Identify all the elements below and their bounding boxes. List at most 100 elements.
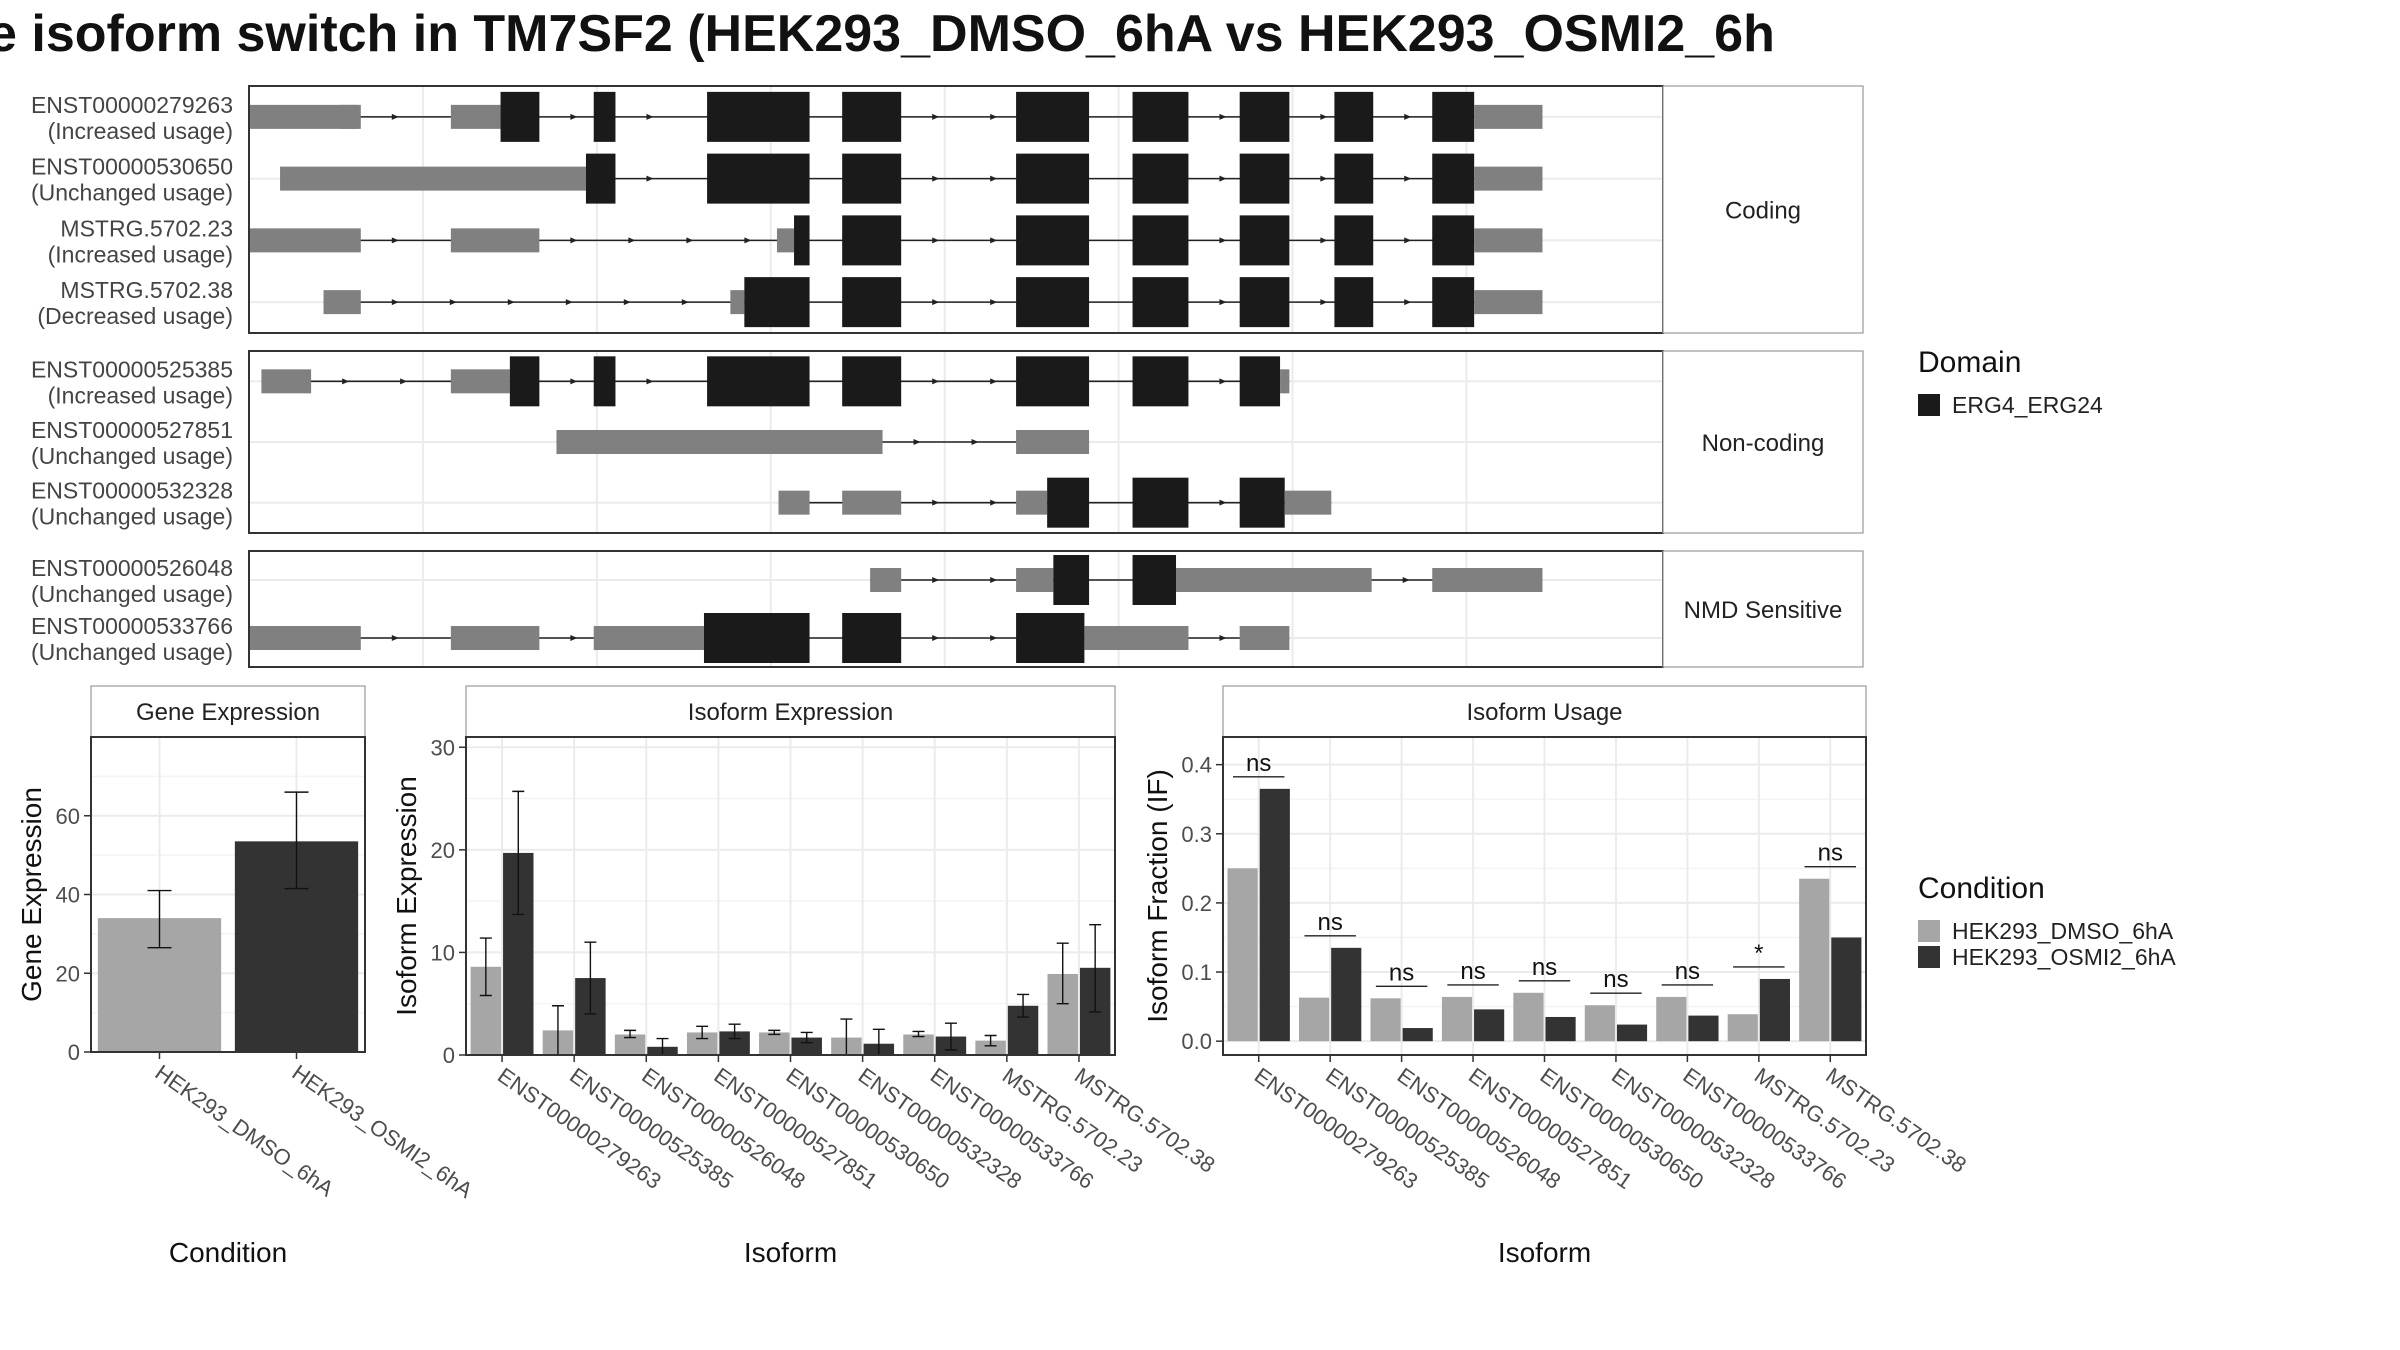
facet-strip-label: Non-coding xyxy=(1702,430,1825,457)
domain-exon xyxy=(1432,215,1475,266)
transcript-enst00000533766: ENST00000533766(Unchanged usage) xyxy=(31,613,1663,665)
transcript-name-label: MSTRG.5702.38 xyxy=(60,277,233,303)
domain-exon xyxy=(1432,91,1475,142)
utr-exon xyxy=(776,228,795,253)
bar-hek293-osmi2-6ha-enst00000525385 xyxy=(1331,947,1362,1042)
bar-hek293-dmso-6ha-enst00000526048 xyxy=(614,1034,646,1055)
transcript-name-label: ENST00000525385 xyxy=(31,356,233,382)
intron-direction-arrow xyxy=(1320,299,1328,306)
intron-direction-arrow xyxy=(744,237,752,244)
intron-direction-arrow xyxy=(1219,237,1227,244)
facet-strip xyxy=(1662,550,1864,668)
gridlines xyxy=(1223,737,1866,1055)
y-axis: 0 10 20 30 xyxy=(431,735,466,1068)
bar-hek293-dmso-6ha-enst00000279263 xyxy=(1227,868,1258,1042)
bar-hek293-osmi2-6ha-enst00000530650 xyxy=(791,1037,822,1055)
transcript-name-label: MSTRG.5702.23 xyxy=(60,215,233,241)
intron-direction-arrow xyxy=(990,577,998,583)
transcript-usage-label: (Increased usage) xyxy=(48,382,233,408)
significance-label: ns xyxy=(1246,750,1271,777)
utr-exon xyxy=(1280,369,1290,394)
utr-exon xyxy=(778,490,810,515)
intron-direction-arrow xyxy=(570,113,578,120)
bar-hek293-dmso-6ha-enst00000525385 xyxy=(1299,997,1330,1042)
facet-strip xyxy=(1662,85,1864,334)
domain-exon xyxy=(1239,356,1281,407)
transcript-usage-label: (Increased usage) xyxy=(48,118,233,144)
facet-strip-label: NMD Sensitive xyxy=(1684,597,1843,624)
error-bar xyxy=(479,937,492,997)
intron-direction-arrow xyxy=(932,499,940,506)
transcript-group-non-coding: ENST00000525385(Increased usage)ENST0000… xyxy=(31,350,1864,534)
bar-hek293-osmi2-6ha-mstrg-5702-38 xyxy=(1831,937,1862,1042)
utr-exon xyxy=(1084,626,1189,650)
utr-exon xyxy=(323,290,361,315)
domain-exon xyxy=(1239,91,1290,142)
transcript-mstrg-5702-38: MSTRG.5702.38(Decreased usage) xyxy=(37,277,1663,329)
intron-direction-arrow xyxy=(623,299,631,306)
error-bar xyxy=(584,941,597,1015)
condition-legend: Condition HEK293_DMSO_6hA HEK293_OSMI2_6… xyxy=(1918,872,2176,970)
domain-exon xyxy=(1239,477,1285,528)
domain-exon xyxy=(1132,477,1189,528)
utr-exon xyxy=(261,369,312,394)
utr-exon xyxy=(842,490,902,515)
utr-exon xyxy=(249,626,361,650)
transcript-usage-label: (Unchanged usage) xyxy=(31,581,233,607)
intron-direction-arrow xyxy=(990,175,998,182)
intron-direction-arrow xyxy=(342,378,350,385)
panel-title: Isoform Usage xyxy=(1466,699,1622,726)
facet-strip xyxy=(1662,350,1864,534)
y-tick-label: 0.2 xyxy=(1181,891,1212,916)
transcript-group-coding: ENST00000279263(Increased usage)ENST0000… xyxy=(31,85,1864,334)
bar-hek293-osmi2-6ha-enst00000530650 xyxy=(1545,1016,1576,1042)
transcript-name-label: ENST00000527851 xyxy=(31,417,233,443)
intron-direction-arrow xyxy=(1320,175,1328,182)
bars xyxy=(97,791,359,1052)
intron-direction-arrow xyxy=(570,378,578,385)
y-tick-label: 0.1 xyxy=(1181,960,1212,985)
intron-direction-arrow xyxy=(646,175,654,182)
domain-exon xyxy=(1047,477,1090,528)
intron-direction-arrow xyxy=(932,378,940,385)
intron-direction-arrow xyxy=(570,237,578,244)
intron-direction-arrow xyxy=(1219,635,1227,641)
significance-label: ns xyxy=(1603,966,1628,993)
y-tick-label: 40 xyxy=(56,883,80,908)
domain-exon xyxy=(585,153,616,204)
x-axis-title: Isoform xyxy=(744,1237,837,1268)
condition-legend-key-dmso xyxy=(1918,920,1940,942)
facet-strip-label: Coding xyxy=(1725,198,1801,225)
significance-label: ns xyxy=(1317,909,1342,936)
intron-direction-arrow xyxy=(570,635,578,641)
domain-exon xyxy=(1432,277,1475,328)
utr-exon xyxy=(339,104,361,129)
domain-exon xyxy=(593,356,616,407)
bar-hek293-osmi2-6ha-mstrg-5702-23 xyxy=(1759,978,1790,1042)
intron-direction-arrow xyxy=(391,299,399,306)
domain-exon xyxy=(1016,215,1090,266)
transcript-name-label: ENST00000279263 xyxy=(31,92,233,118)
intron-direction-arrow xyxy=(990,499,998,506)
intron-direction-arrow xyxy=(1320,237,1328,244)
utr-exon xyxy=(730,290,745,315)
domain-exon xyxy=(744,277,810,328)
intron-direction-arrow xyxy=(990,635,998,641)
intron-direction-arrow xyxy=(971,439,979,445)
domain-exon xyxy=(1239,215,1290,266)
utr-exon xyxy=(556,430,883,454)
intron-direction-arrow xyxy=(1404,299,1412,306)
transcript-usage-label: (Unchanged usage) xyxy=(31,639,233,665)
utr-exon xyxy=(1474,104,1543,129)
bar-hek293-dmso-6ha-enst00000532328 xyxy=(1584,1005,1615,1042)
transcript-enst00000525385: ENST00000525385(Increased usage) xyxy=(31,356,1663,408)
bar-hek293-osmi2-6ha-enst00000532328 xyxy=(1616,1024,1648,1042)
y-tick-label: 0.0 xyxy=(1181,1029,1212,1054)
domain-exon xyxy=(707,153,810,204)
domain-exon xyxy=(842,91,902,142)
intron-direction-arrow xyxy=(1402,577,1410,583)
bar-hek293-dmso-6ha-mstrg-5702-23 xyxy=(975,1040,1006,1055)
y-axis: 0 20 40 60 xyxy=(56,804,91,1065)
utr-exon xyxy=(450,104,501,129)
